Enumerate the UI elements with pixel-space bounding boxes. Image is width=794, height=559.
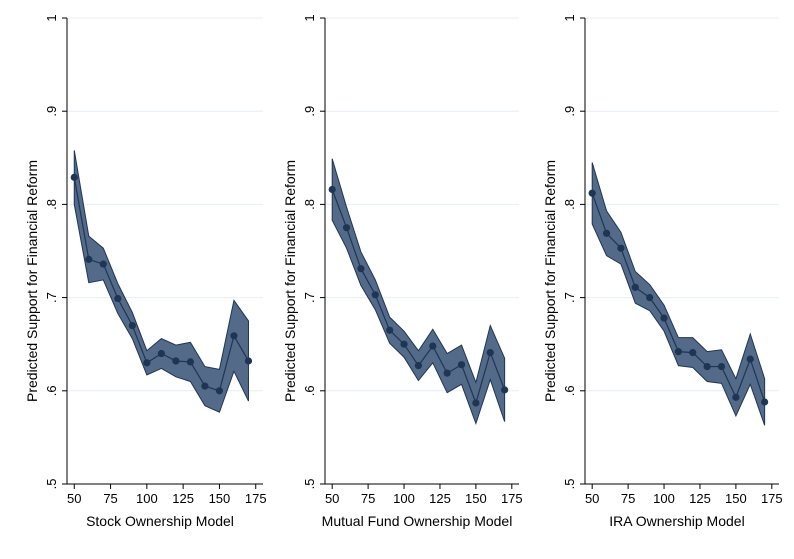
data-point xyxy=(201,382,209,390)
y-tick-label: .5 xyxy=(562,479,577,490)
data-point xyxy=(717,362,726,371)
x-tick-label: 150 xyxy=(465,491,487,506)
data-point xyxy=(646,294,654,302)
confidence-band xyxy=(591,162,766,426)
y-tick-label: .7 xyxy=(562,292,577,303)
data-point xyxy=(602,229,611,237)
data-point xyxy=(244,357,253,365)
y-tick-label: 1 xyxy=(302,14,317,21)
x-tick-label: 75 xyxy=(621,491,635,506)
data-point xyxy=(429,342,437,350)
data-point xyxy=(357,265,365,273)
x-tick-label: 125 xyxy=(429,491,451,506)
y-tick-label: .6 xyxy=(302,385,317,396)
confidence-band xyxy=(73,150,249,413)
x-axis-title: Mutual Fund Ownership Model xyxy=(322,513,513,529)
data-point xyxy=(674,348,683,356)
x-tick-label: 175 xyxy=(245,491,267,506)
x-tick-label: 50 xyxy=(67,491,81,506)
x-tick-label: 75 xyxy=(361,491,375,506)
y-axis-title: Predicted Support for Financial Reform xyxy=(282,160,298,402)
data-point xyxy=(128,321,136,330)
data-point xyxy=(486,348,494,357)
data-point xyxy=(328,185,336,194)
data-point xyxy=(114,294,122,303)
x-tick-label: 50 xyxy=(325,491,339,506)
x-tick-label: 150 xyxy=(725,491,747,506)
data-point xyxy=(746,355,754,363)
data-point xyxy=(70,173,78,181)
data-point xyxy=(342,224,351,232)
x-tick-label: 100 xyxy=(136,491,158,506)
x-tick-label: 50 xyxy=(585,491,599,506)
data-point xyxy=(443,369,451,377)
y-tick-label: 1 xyxy=(44,14,59,21)
data-point xyxy=(660,314,668,322)
y-tick-label: .6 xyxy=(44,385,59,396)
data-point xyxy=(371,291,379,299)
x-tick-label: 150 xyxy=(209,491,231,506)
data-point xyxy=(732,393,740,401)
data-point xyxy=(172,357,180,365)
y-tick-label: 1 xyxy=(562,14,577,21)
y-tick-label: .6 xyxy=(562,385,577,396)
data-point xyxy=(400,340,408,348)
data-point xyxy=(143,359,151,367)
data-point xyxy=(186,358,195,366)
x-tick-label: 175 xyxy=(501,491,523,506)
x-tick-label: 100 xyxy=(393,491,415,506)
x-tick-label: 75 xyxy=(103,491,117,506)
x-tick-label: 100 xyxy=(653,491,675,506)
data-point xyxy=(386,326,394,334)
y-tick-label: .9 xyxy=(44,106,59,117)
data-point xyxy=(85,255,93,263)
data-point xyxy=(689,348,697,357)
x-axis-title: Stock Ownership Model xyxy=(86,513,234,529)
data-point xyxy=(631,283,639,291)
data-point xyxy=(99,260,107,268)
y-tick-label: .8 xyxy=(562,199,577,210)
data-point xyxy=(230,332,238,340)
x-tick-label: 125 xyxy=(172,491,194,506)
y-tick-label: .7 xyxy=(302,292,317,303)
y-tick-label: .8 xyxy=(302,199,317,210)
confidence-band xyxy=(331,158,506,425)
data-point xyxy=(588,189,596,197)
y-axis-title: Predicted Support for Financial Reform xyxy=(24,160,40,402)
data-point xyxy=(761,398,769,406)
y-tick-label: .5 xyxy=(44,479,59,490)
y-axis-title: Predicted Support for Financial Reform xyxy=(542,160,558,402)
data-point xyxy=(414,362,423,370)
x-tick-label: 175 xyxy=(761,491,783,506)
x-axis-title: IRA Ownership Model xyxy=(609,513,744,529)
data-point xyxy=(157,349,165,358)
data-point xyxy=(501,386,509,394)
data-point xyxy=(617,244,625,252)
data-point xyxy=(472,399,480,407)
y-tick-label: .7 xyxy=(44,292,59,303)
x-tick-label: 125 xyxy=(689,491,711,506)
y-tick-label: .8 xyxy=(44,199,59,210)
data-point xyxy=(215,387,224,395)
y-tick-label: .5 xyxy=(302,479,317,490)
data-point xyxy=(457,361,466,369)
y-tick-label: .9 xyxy=(302,106,317,117)
y-tick-label: .9 xyxy=(562,106,577,117)
data-point xyxy=(703,362,711,371)
